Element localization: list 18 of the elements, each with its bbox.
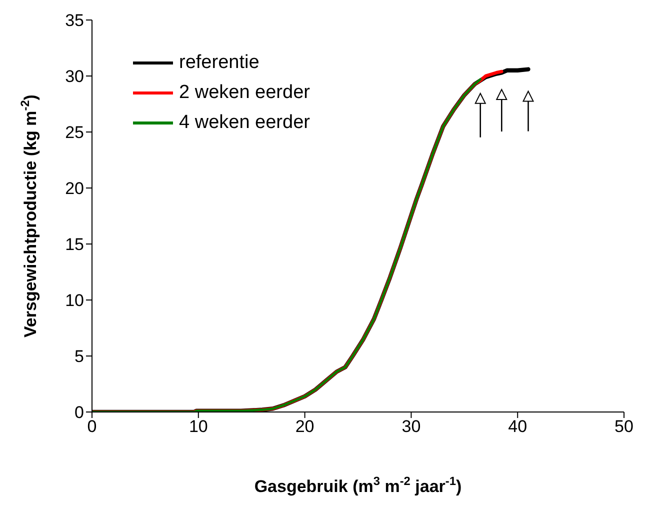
- y-tick-label: 10: [65, 291, 84, 310]
- y-tick-label: 5: [74, 347, 84, 366]
- x-tick-label: 20: [295, 417, 314, 436]
- y-tick-label: 35: [65, 11, 84, 30]
- x-tick-label: 30: [402, 417, 421, 436]
- x-tick-label: 10: [188, 417, 208, 436]
- legend-label: referentie: [179, 52, 260, 74]
- y-tick-label: 30: [65, 67, 84, 86]
- y-tick-label: 20: [65, 179, 84, 198]
- legend-label: 4 weken eerder: [179, 112, 310, 134]
- x-tick-label: 50: [614, 417, 634, 436]
- y-tick-label: 0: [74, 403, 84, 422]
- y-tick-label: 15: [65, 235, 84, 254]
- legend-label: 2 weken eerder: [179, 82, 310, 104]
- x-tick-label: 40: [508, 417, 528, 436]
- y-tick-label: 25: [65, 123, 84, 142]
- x-axis-title: Gasgebruik (m$^{3}$ m$^{-2}$ jaar$^{-1}$): [254, 474, 462, 496]
- x-tick-label: 0: [87, 417, 97, 436]
